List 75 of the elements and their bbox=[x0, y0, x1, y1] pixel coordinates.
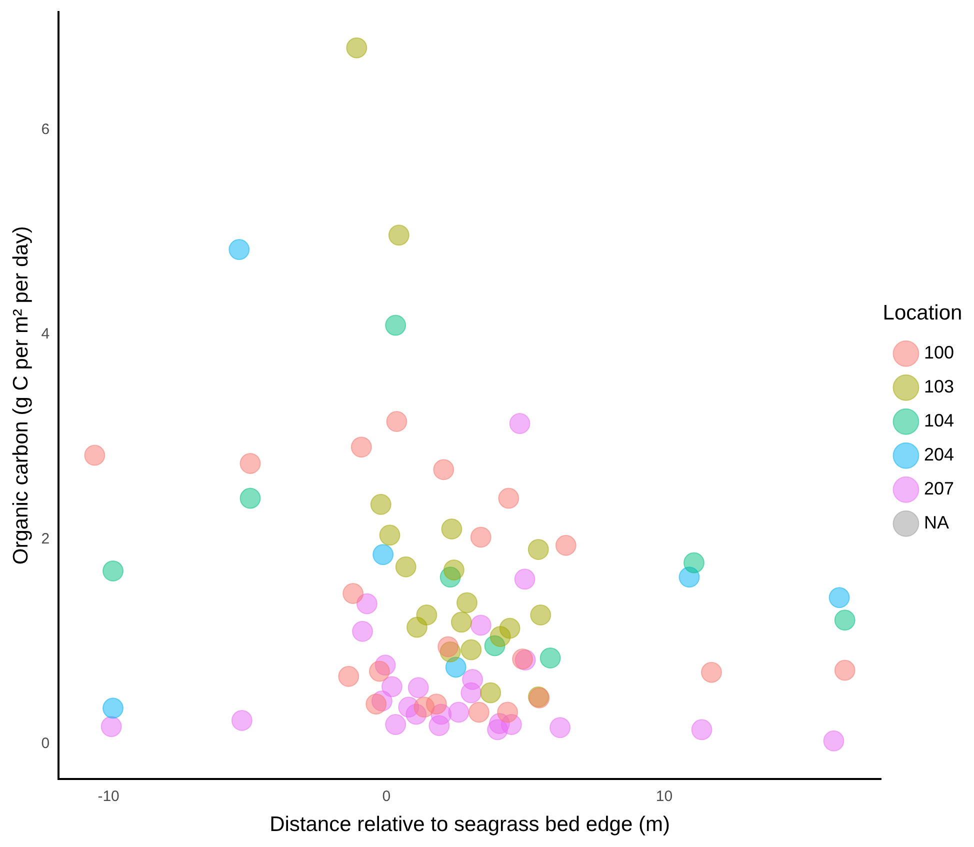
point bbox=[700, 662, 722, 683]
point bbox=[408, 677, 429, 698]
legend-label: 100 bbox=[924, 342, 954, 363]
point bbox=[497, 702, 518, 723]
point bbox=[385, 314, 406, 336]
legend-label: 103 bbox=[924, 376, 954, 397]
point bbox=[443, 559, 464, 580]
point bbox=[368, 660, 390, 682]
point bbox=[823, 730, 844, 752]
point bbox=[691, 719, 712, 740]
legend-label: 104 bbox=[924, 410, 954, 431]
point bbox=[366, 694, 387, 715]
point bbox=[456, 592, 478, 614]
point bbox=[338, 666, 360, 687]
point bbox=[470, 526, 492, 548]
point bbox=[834, 610, 856, 631]
point bbox=[342, 583, 364, 604]
point bbox=[381, 676, 402, 698]
legend-label: 207 bbox=[924, 478, 954, 499]
point bbox=[509, 413, 530, 434]
point bbox=[498, 488, 520, 509]
point bbox=[370, 494, 392, 515]
point bbox=[350, 436, 372, 458]
point bbox=[555, 534, 576, 556]
x-axis-title: Distance relative to seagrass bed edge (m) bbox=[270, 813, 670, 836]
point bbox=[468, 702, 490, 723]
point bbox=[530, 604, 552, 626]
point bbox=[100, 716, 122, 738]
point bbox=[433, 459, 454, 480]
point bbox=[102, 560, 124, 582]
x-tick-label: -10 bbox=[98, 788, 120, 805]
point bbox=[834, 660, 856, 681]
point bbox=[540, 647, 561, 668]
point bbox=[448, 702, 470, 723]
point bbox=[388, 224, 410, 246]
point bbox=[385, 714, 406, 736]
point bbox=[231, 710, 252, 731]
point bbox=[438, 636, 459, 658]
point bbox=[490, 626, 511, 647]
point bbox=[240, 452, 261, 474]
point bbox=[346, 37, 368, 58]
legend-title: Location bbox=[882, 302, 962, 325]
point bbox=[356, 593, 378, 614]
point bbox=[828, 587, 850, 608]
point bbox=[84, 444, 106, 466]
point bbox=[450, 612, 472, 633]
x-tick-label: 0 bbox=[382, 788, 391, 805]
point bbox=[441, 518, 462, 540]
point bbox=[240, 488, 261, 509]
point bbox=[414, 696, 435, 718]
point bbox=[102, 698, 124, 719]
point bbox=[379, 524, 400, 546]
point bbox=[428, 715, 450, 736]
point bbox=[372, 544, 394, 566]
point bbox=[550, 717, 571, 738]
y-axis-title: Organic carbon (g C per m² per day) bbox=[9, 226, 32, 565]
point bbox=[352, 620, 374, 642]
point bbox=[406, 616, 428, 638]
point bbox=[460, 682, 482, 704]
point bbox=[528, 538, 549, 560]
y-tick-label: 4 bbox=[41, 326, 50, 343]
point bbox=[480, 682, 502, 704]
point bbox=[683, 552, 704, 574]
point bbox=[470, 614, 492, 636]
legend-label: NA bbox=[924, 512, 949, 533]
x-tick-label: 10 bbox=[656, 788, 673, 805]
point bbox=[395, 556, 416, 578]
y-tick-label: 0 bbox=[41, 735, 50, 752]
legend-label: 204 bbox=[924, 444, 954, 465]
point bbox=[460, 639, 482, 660]
y-tick-label: 2 bbox=[41, 530, 50, 548]
y-tick-label: 6 bbox=[41, 120, 50, 138]
point bbox=[228, 239, 250, 260]
point bbox=[386, 411, 408, 432]
point bbox=[514, 568, 536, 590]
